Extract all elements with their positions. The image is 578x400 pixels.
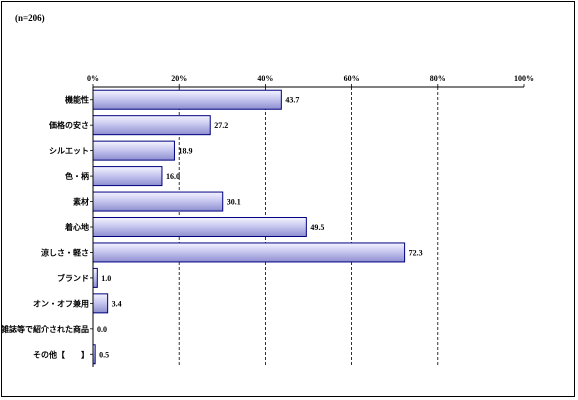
value-label: 1.0 (101, 274, 111, 283)
value-labels: 43.7 27.2 18.9 16.0 30.1 49.5 72.3 1.0 3.4 0.0 0.5 (97, 96, 423, 360)
category-label: 素材 (73, 197, 89, 207)
category-label: その他【 】 (33, 349, 89, 359)
x-tick-label: 20% (171, 74, 187, 83)
category-label: 着心地 (64, 222, 89, 232)
value-label: 72.3 (409, 248, 423, 257)
bar (92, 293, 109, 314)
x-tick-label: 100% (514, 74, 534, 83)
x-tick-label: 60% (344, 74, 360, 83)
bars (92, 89, 406, 365)
category-label: 価格の安さ (48, 120, 89, 130)
value-label: 16.0 (166, 172, 180, 181)
category-label: 機能性 (65, 95, 89, 105)
x-axis-ticks: 0% 20% 40% 60% 80% 100% (87, 74, 534, 87)
category-label: 雑誌等で紹介された商品 (2, 324, 89, 334)
category-label: 色・柄 (65, 171, 89, 181)
value-label: 0.5 (99, 350, 109, 359)
category-label: オン・オフ兼用 (33, 298, 89, 308)
value-label: 3.4 (112, 299, 122, 308)
bar (92, 191, 224, 212)
value-label: 49.5 (310, 223, 324, 232)
x-tick-label: 0% (87, 74, 99, 83)
value-label: 0.0 (97, 325, 107, 334)
bar (92, 115, 211, 136)
bar (92, 166, 163, 187)
category-labels: 機能性価格の安さシルエット色・柄素材着心地涼しさ・軽さブランドオン・オフ兼用雑誌… (2, 95, 93, 359)
x-tick-label: 80% (430, 74, 446, 83)
category-label: シルエット (49, 147, 89, 156)
bar (92, 267, 98, 288)
bar (92, 140, 175, 161)
bar (92, 89, 282, 110)
value-label: 18.9 (178, 147, 192, 156)
value-label: 43.7 (285, 96, 299, 105)
bar (92, 217, 307, 237)
category-label: ブランド (57, 273, 89, 283)
x-tick-label: 40% (257, 74, 273, 83)
category-label: 涼しさ・軽さ (41, 247, 89, 257)
axes (92, 86, 524, 367)
sample-size-note: (n=206) (15, 13, 45, 23)
value-label: 27.2 (214, 121, 228, 130)
value-label: 30.1 (227, 198, 241, 207)
bar (92, 242, 406, 263)
